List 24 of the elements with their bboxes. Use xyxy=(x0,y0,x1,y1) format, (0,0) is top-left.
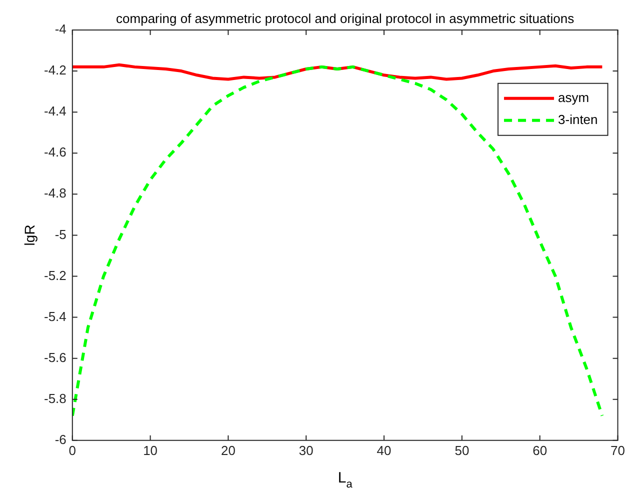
y-tick-label: -6 xyxy=(54,432,66,447)
y-tick-label: -4.6 xyxy=(44,144,66,160)
legend-label: asym xyxy=(558,90,590,105)
y-tick-label: -4 xyxy=(54,22,66,37)
chart-title: comparing of asymmetric protocol and original protocol in asymmetric situations xyxy=(116,11,575,26)
y-tick-label: -5.6 xyxy=(44,350,66,365)
y-tick-label: -5.2 xyxy=(44,268,66,283)
y-tick-label: -4.4 xyxy=(44,104,66,119)
legend-label: 3-inten xyxy=(558,112,598,127)
x-tick-label: 50 xyxy=(454,442,470,458)
x-tick-label: 70 xyxy=(610,442,626,458)
y-axis-title: lgR xyxy=(21,224,38,246)
y-tick-label: -5.8 xyxy=(44,390,66,406)
y-tick-label: -5.4 xyxy=(44,308,66,324)
x-tick-label: 10 xyxy=(143,442,158,458)
x-tick-label: 40 xyxy=(376,442,392,458)
y-tick-label: -5 xyxy=(54,226,66,242)
x-tick-label: 60 xyxy=(532,442,548,458)
x-tick-label: 30 xyxy=(298,442,314,458)
x-tick-label: 20 xyxy=(220,442,236,458)
x-tick-label: 0 xyxy=(68,442,76,458)
y-tick-label: -4.2 xyxy=(44,62,66,78)
line-series xyxy=(72,65,604,418)
y-tick-label: -4.8 xyxy=(44,186,66,201)
